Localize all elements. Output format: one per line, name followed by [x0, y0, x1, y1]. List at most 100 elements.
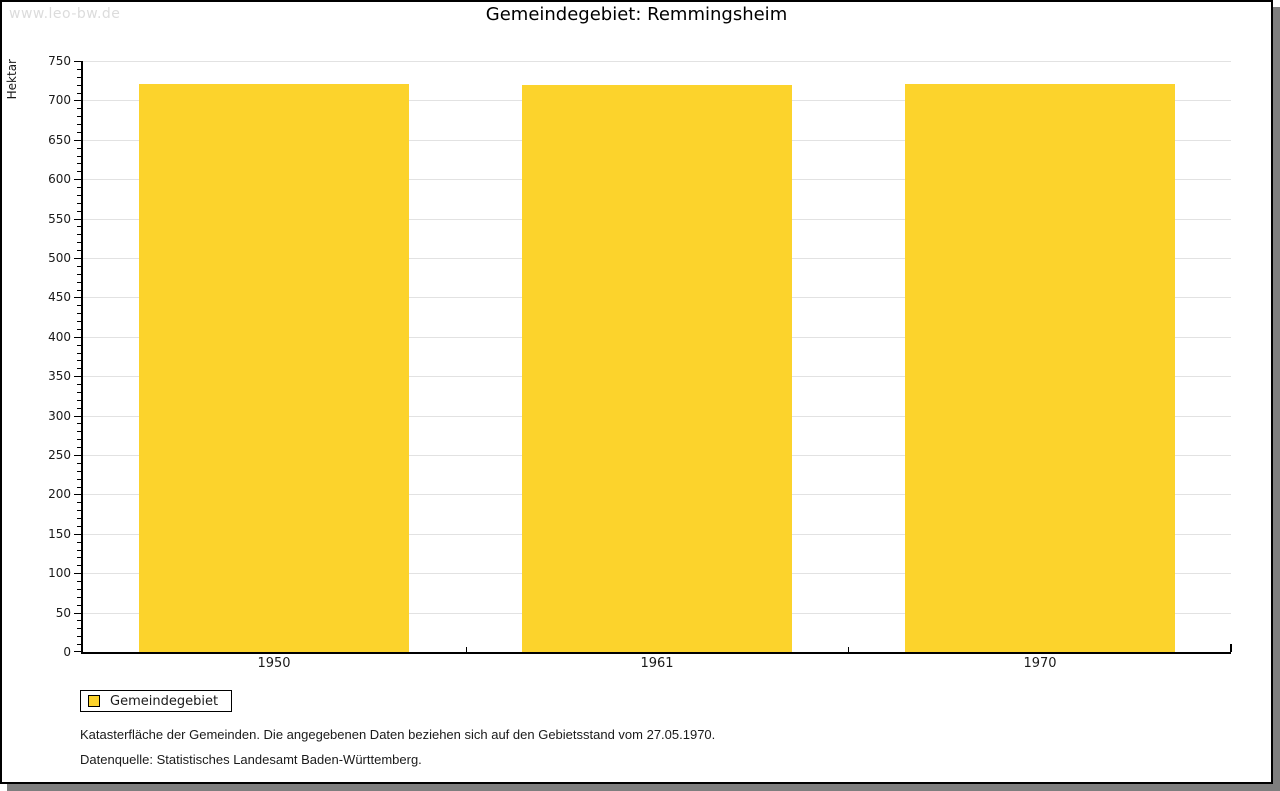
watermark-url: www.leo-bw.de	[9, 6, 121, 22]
y-tick-470	[77, 282, 81, 283]
y-tick-100	[74, 573, 81, 574]
legend-box: Gemeindegebiet	[80, 690, 233, 712]
y-tick-label-350: 350	[48, 369, 71, 383]
footnote-source-note: Katasterfläche der Gemeinden. Die angege…	[80, 727, 716, 742]
y-tick-610	[77, 171, 81, 172]
y-tick-450	[74, 297, 81, 298]
y-tick-200	[74, 494, 81, 495]
y-tick-180	[77, 510, 81, 511]
plot-area: 0 50 100 150 200 250 300 350 400 450 500 550 600 650 7…	[48, 55, 1232, 671]
y-axis-title: Hektar	[5, 59, 19, 100]
y-tick-80	[77, 589, 81, 590]
y-tick-50	[74, 613, 81, 614]
y-tick-580	[77, 195, 81, 196]
y-tick-630	[77, 156, 81, 157]
x-tick-label-1950: 1950	[257, 656, 291, 671]
y-tick-60	[77, 605, 81, 606]
y-tick-750	[74, 61, 81, 62]
y-tick-label-650: 650	[48, 133, 71, 147]
x-tick-label-1961: 1961	[640, 656, 674, 671]
y-tick-250	[74, 455, 81, 456]
y-tick-10	[77, 644, 81, 645]
legend-label: Gemeindegebiet	[110, 693, 219, 709]
y-tick-700	[74, 100, 81, 101]
y-tick-label-750: 750	[48, 54, 71, 68]
y-tick-510	[77, 250, 81, 251]
y-tick-520	[77, 242, 81, 243]
y-tick-640	[77, 148, 81, 149]
bar-1961	[522, 85, 792, 652]
y-tick-480	[77, 274, 81, 275]
y-tick-20	[77, 636, 81, 637]
y-tick-290	[77, 423, 81, 424]
y-tick-410	[77, 329, 81, 330]
y-tick-230	[77, 471, 81, 472]
y-tick-570	[77, 203, 81, 204]
y-tick-440	[77, 305, 81, 306]
y-tick-260	[77, 447, 81, 448]
y-tick-430	[77, 313, 81, 314]
y-tick-460	[77, 290, 81, 291]
y-tick-550	[74, 219, 81, 220]
y-tick-340	[77, 384, 81, 385]
legend-swatch-icon	[88, 695, 100, 707]
bar-1950	[139, 84, 409, 652]
y-tick-330	[77, 392, 81, 393]
y-tick-530	[77, 234, 81, 235]
y-tick-label-450: 450	[48, 290, 71, 304]
gridline-750	[83, 61, 1231, 62]
y-tick-600	[74, 179, 81, 180]
y-tick-660	[77, 132, 81, 133]
y-tick-590	[77, 187, 81, 188]
y-tick-label-400: 400	[48, 330, 71, 344]
y-tick-label-100: 100	[48, 566, 71, 580]
y-tick-label-600: 600	[48, 172, 71, 186]
y-tick-label-550: 550	[48, 212, 71, 226]
y-tick-label-50: 50	[55, 606, 71, 620]
y-tick-190	[77, 502, 81, 503]
y-tick-280	[77, 431, 81, 432]
y-tick-label-700: 700	[48, 93, 71, 107]
y-tick-360	[77, 368, 81, 369]
y-tick-label-200: 200	[48, 487, 71, 501]
y-tick-420	[77, 321, 81, 322]
y-tick-140	[77, 542, 81, 543]
y-tick-210	[77, 487, 81, 488]
y-tick-350	[74, 376, 81, 377]
x-tick-label-1970: 1970	[1023, 656, 1057, 671]
y-tick-540	[77, 226, 81, 227]
y-tick-240	[77, 463, 81, 464]
y-tick-220	[77, 479, 81, 480]
y-tick-40	[77, 620, 81, 621]
y-tick-650	[74, 140, 81, 141]
y-tick-370	[77, 360, 81, 361]
y-tick-30	[77, 628, 81, 629]
y-tick-label-150: 150	[48, 527, 71, 541]
y-tick-500	[74, 258, 81, 259]
y-tick-720	[77, 85, 81, 86]
bar-1970	[905, 84, 1175, 652]
y-tick-740	[77, 69, 81, 70]
y-tick-110	[77, 565, 81, 566]
x-axis-boundary-tick-2	[848, 647, 849, 652]
y-tick-390	[77, 345, 81, 346]
y-tick-730	[77, 77, 81, 78]
x-axis-boundary-tick-1	[466, 647, 467, 652]
x-axis-end-tick	[1230, 644, 1232, 652]
y-tick-170	[77, 518, 81, 519]
y-tick-150	[74, 534, 81, 535]
y-tick-label-300: 300	[48, 409, 71, 423]
y-tick-490	[77, 266, 81, 267]
y-tick-label-500: 500	[48, 251, 71, 265]
y-tick-130	[77, 550, 81, 551]
y-tick-90	[77, 581, 81, 582]
y-tick-0	[74, 651, 81, 652]
y-tick-label-0: 0	[63, 645, 71, 659]
y-tick-310	[77, 408, 81, 409]
y-tick-670	[77, 124, 81, 125]
y-tick-560	[77, 211, 81, 212]
chart-title: Gemeindegebiet: Remmingsheim	[485, 4, 788, 25]
y-tick-label-250: 250	[48, 448, 71, 462]
y-tick-690	[77, 108, 81, 109]
